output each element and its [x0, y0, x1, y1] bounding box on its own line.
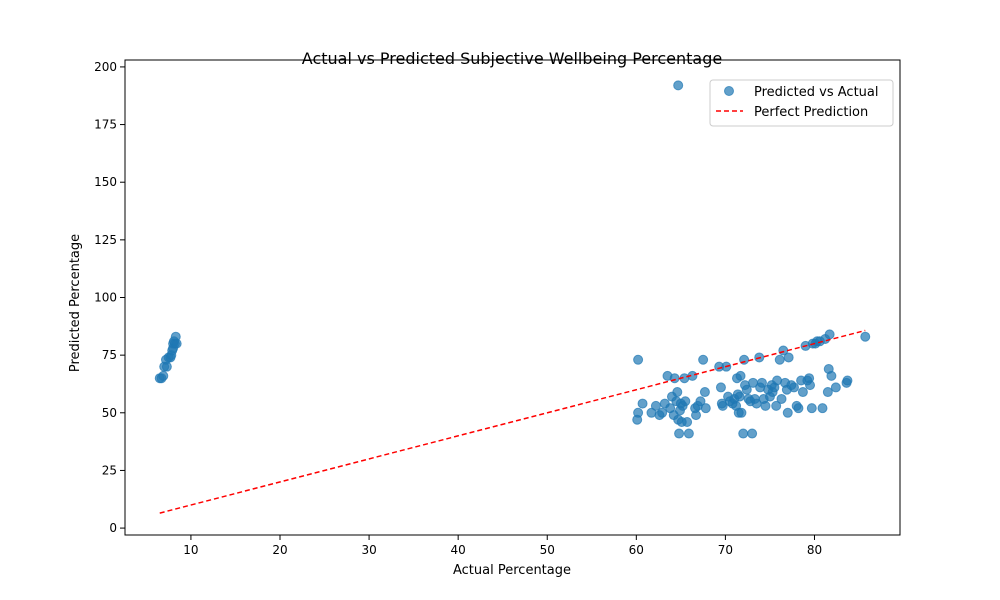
- data-point: [734, 391, 745, 402]
- data-point: [793, 403, 804, 414]
- data-point: [826, 370, 837, 381]
- data-point: [805, 380, 816, 391]
- chart-title: Actual vs Predicted Subjective Wellbeing…: [302, 49, 722, 68]
- data-point: [700, 403, 711, 414]
- y-tick-label: 75: [102, 348, 117, 362]
- data-point: [788, 382, 799, 393]
- data-point: [715, 382, 726, 393]
- x-tick-label: 10: [183, 543, 198, 557]
- data-point: [776, 393, 787, 404]
- perfect-prediction-line: [159, 329, 866, 514]
- data-point: [691, 410, 702, 421]
- data-point: [698, 354, 709, 365]
- data-point: [774, 354, 785, 365]
- data-point: [824, 329, 835, 340]
- data-point: [783, 352, 794, 363]
- y-tick-label: 100: [94, 291, 117, 305]
- x-tick-label: 60: [629, 543, 644, 557]
- data-point: [747, 428, 758, 439]
- data-point: [830, 382, 841, 393]
- legend-scatter-marker: [724, 86, 734, 96]
- data-point: [741, 384, 752, 395]
- data-point: [674, 428, 685, 439]
- x-axis-ticks: 10 20 30 40 50 60 70 80: [183, 535, 822, 557]
- data-point: [158, 370, 169, 381]
- legend-label-predicted-vs-actual: Predicted vs Actual: [754, 85, 878, 100]
- plot-frame: [124, 59, 901, 536]
- data-point: [797, 387, 808, 398]
- data-point: [756, 377, 767, 388]
- data-point: [673, 80, 684, 91]
- data-point: [682, 417, 693, 428]
- data-point: [695, 396, 706, 407]
- data-point: [860, 331, 871, 342]
- data-point: [683, 428, 694, 439]
- y-tick-label: 175: [94, 118, 117, 132]
- data-point: [680, 396, 691, 407]
- y-axis-label: Predicted Percentage: [68, 234, 83, 372]
- data-point: [735, 370, 746, 381]
- legend-box: [709, 79, 894, 127]
- data-point: [161, 361, 172, 372]
- data-point: [699, 387, 710, 398]
- data-point: [672, 387, 683, 398]
- x-tick-label: 40: [451, 543, 466, 557]
- x-axis-label: Actual Percentage: [453, 563, 571, 578]
- data-point: [738, 428, 749, 439]
- x-tick-label: 70: [718, 543, 733, 557]
- data-point: [771, 400, 782, 411]
- plot-area: [154, 80, 871, 514]
- data-point: [782, 407, 793, 418]
- y-tick-label: 200: [94, 60, 117, 74]
- x-tick-label: 50: [540, 543, 555, 557]
- data-point: [760, 400, 771, 411]
- data-point: [806, 403, 817, 414]
- legend-label-perfect-prediction: Perfect Prediction: [754, 105, 868, 120]
- data-point: [822, 387, 833, 398]
- x-tick-label: 20: [272, 543, 287, 557]
- y-tick-label: 25: [102, 463, 117, 477]
- y-tick-label: 150: [94, 175, 117, 189]
- data-point: [817, 403, 828, 414]
- legend: Predicted vs Actual Perfect Prediction: [709, 79, 894, 127]
- data-point: [633, 354, 644, 365]
- data-point: [171, 338, 182, 349]
- x-tick-label: 80: [807, 543, 822, 557]
- y-axis-ticks: 0 25 50 75 100 125 150 175 200: [94, 60, 125, 535]
- x-tick-label: 30: [361, 543, 376, 557]
- y-tick-label: 50: [102, 406, 117, 420]
- data-point: [842, 375, 853, 386]
- data-point: [717, 400, 728, 411]
- data-point: [637, 398, 648, 409]
- y-tick-label: 0: [109, 521, 117, 535]
- data-point: [657, 407, 668, 418]
- y-tick-label: 125: [94, 233, 117, 247]
- data-point: [736, 407, 747, 418]
- data-point: [632, 414, 643, 425]
